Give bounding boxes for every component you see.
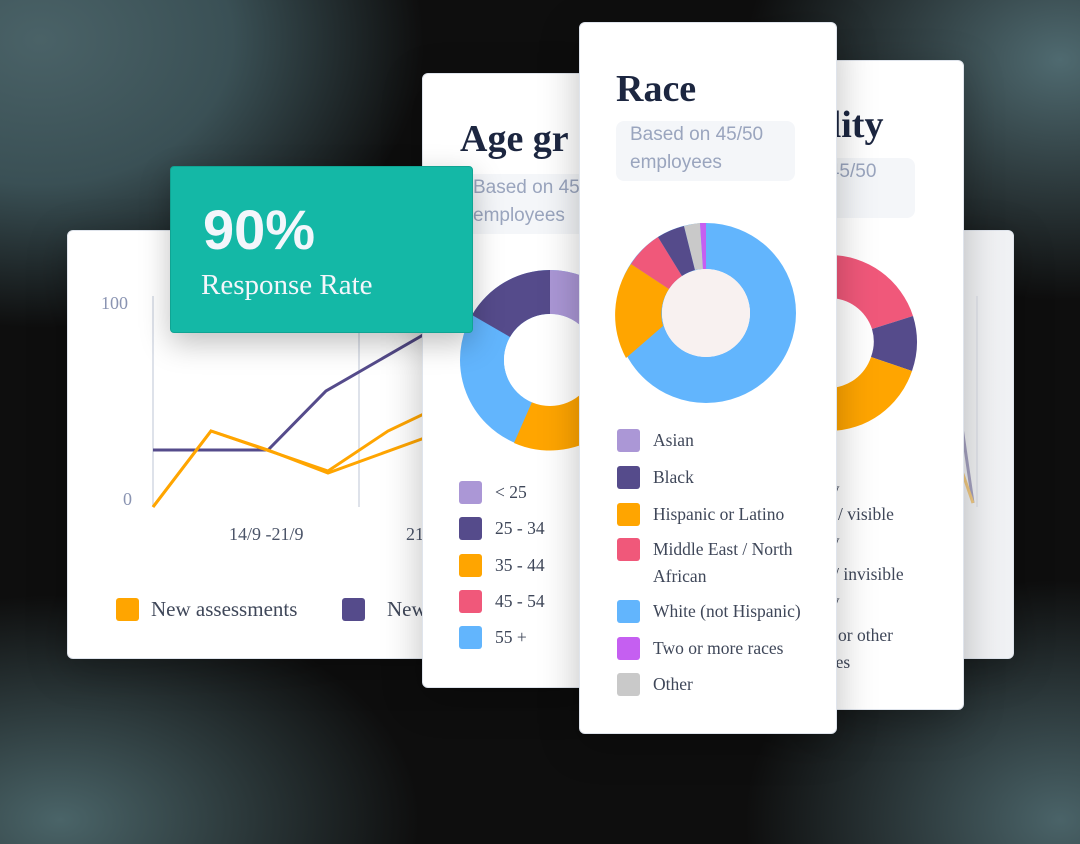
- race-card: Race Based on 45/50 employees Asian Blac…: [579, 22, 837, 734]
- legend-item: Other: [617, 671, 693, 698]
- card-note: Based on 45/50 employees: [616, 121, 795, 181]
- legend-item: 55 +: [459, 624, 527, 651]
- legend-item: Asian: [617, 427, 694, 454]
- legend-label: New: [387, 597, 427, 621]
- legend-item: White (not Hispanic): [617, 598, 801, 625]
- x-tick-1: 14/9 -21/9: [229, 524, 304, 544]
- response-rate-value: 90%: [203, 198, 316, 261]
- response-rate-card: 90% Response Rate: [170, 166, 473, 333]
- legend-item: 35 - 44: [459, 552, 545, 579]
- legend-item: Two or more races: [617, 635, 783, 662]
- response-rate-label: Response Rate: [201, 269, 373, 301]
- legend-item: 45 - 54: [459, 588, 545, 615]
- legend-item: Hispanic or Latino: [617, 501, 784, 528]
- legend-item: < 25: [459, 479, 527, 506]
- card-note: Based on 45 employees: [461, 174, 593, 234]
- legend-item: Black: [617, 464, 694, 491]
- disability-card: bility n 45/50 es ity al / visibleity n …: [820, 60, 964, 710]
- legend-item: 25 - 34: [459, 515, 545, 542]
- note-line: Based on 45: [473, 177, 580, 198]
- note-line: Based on 45/50: [630, 124, 764, 145]
- legend-label: New assessments: [151, 597, 298, 621]
- card-title: Age gr: [460, 118, 569, 160]
- legend-swatch-orange: [116, 598, 139, 621]
- note-line: employees: [630, 152, 722, 173]
- race-donut-chart: [615, 222, 796, 403]
- legend-new-assessments[interactable]: New assessments: [116, 597, 297, 622]
- legend-item: ity: [821, 476, 961, 503]
- note-line: employees: [473, 205, 565, 226]
- card-title: Race: [616, 68, 697, 110]
- legend-swatch-purple: [342, 598, 365, 621]
- legend-new[interactable]: New: [342, 597, 427, 622]
- disability-donut-chart: [829, 254, 917, 431]
- legend-item: Middle East / North African: [617, 536, 793, 590]
